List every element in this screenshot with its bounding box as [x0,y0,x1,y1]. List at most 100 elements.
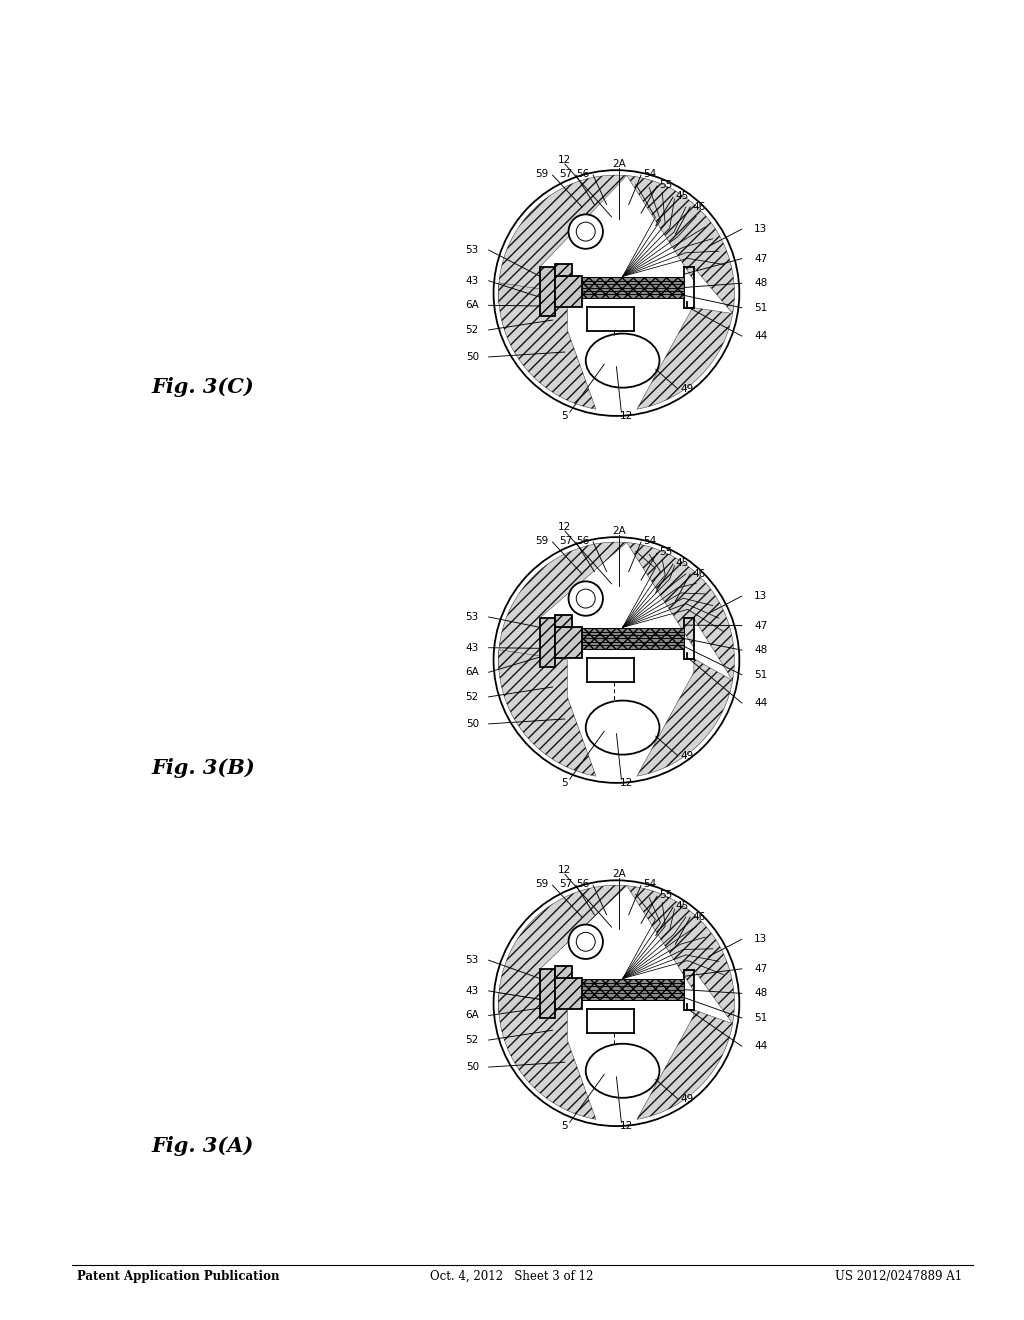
Text: 49: 49 [680,384,693,393]
Text: 52: 52 [466,1035,479,1045]
Text: 57: 57 [559,169,572,178]
Text: 56: 56 [577,879,590,888]
FancyBboxPatch shape [555,627,582,657]
Text: Fig. 3(A): Fig. 3(A) [152,1135,254,1156]
Text: 12: 12 [620,777,633,788]
Text: 54: 54 [643,536,656,545]
Text: 50: 50 [466,1063,479,1072]
Text: 46: 46 [692,569,706,579]
Text: 59: 59 [536,879,549,888]
Text: 13: 13 [754,591,767,601]
Text: 13: 13 [754,935,767,944]
Text: 5: 5 [561,1121,568,1131]
Text: Patent Application Publication: Patent Application Publication [77,1270,280,1283]
Polygon shape [627,886,734,1024]
Ellipse shape [586,1044,659,1098]
Polygon shape [637,659,732,776]
FancyBboxPatch shape [555,966,572,978]
Text: 50: 50 [466,719,479,729]
Circle shape [568,581,603,615]
Polygon shape [627,543,734,681]
Text: 13: 13 [754,224,767,234]
Polygon shape [499,176,627,304]
Text: 12: 12 [558,866,571,875]
Text: 5: 5 [561,411,568,421]
Text: 52: 52 [466,692,479,702]
Text: 47: 47 [754,620,767,631]
Polygon shape [627,176,734,314]
Text: 53: 53 [466,612,479,622]
Text: 45: 45 [676,558,689,568]
Text: 54: 54 [643,169,656,178]
Text: 43: 43 [466,276,479,285]
Text: Fig. 3(B): Fig. 3(B) [152,758,255,779]
Text: 49: 49 [680,1094,693,1104]
FancyBboxPatch shape [555,276,582,306]
Text: 45: 45 [676,191,689,201]
Text: 51: 51 [754,1012,767,1023]
FancyBboxPatch shape [555,978,582,1008]
Text: 12: 12 [620,411,633,421]
Polygon shape [499,993,596,1119]
Text: 51: 51 [754,302,767,313]
Text: 12: 12 [558,156,571,165]
Polygon shape [499,649,596,776]
Text: 53: 53 [466,246,479,255]
Text: 49: 49 [680,751,693,760]
Text: 45: 45 [676,902,689,911]
Text: 44: 44 [754,698,767,708]
Text: 2A: 2A [612,869,626,879]
Text: 6A: 6A [465,1011,479,1020]
Text: 46: 46 [692,912,706,923]
Text: 2A: 2A [612,525,626,536]
FancyBboxPatch shape [555,264,572,276]
Text: 57: 57 [559,536,572,545]
Text: 50: 50 [466,352,479,362]
Text: 46: 46 [692,202,706,213]
Polygon shape [499,543,627,671]
Text: 56: 56 [577,169,590,178]
Text: 12: 12 [558,523,571,532]
FancyBboxPatch shape [555,615,572,627]
Text: 47: 47 [754,253,767,264]
Text: 44: 44 [754,331,767,341]
Text: 43: 43 [466,643,479,652]
Text: 59: 59 [536,536,549,545]
FancyBboxPatch shape [582,277,684,298]
Text: 44: 44 [754,1041,767,1051]
Circle shape [568,214,603,248]
Text: 51: 51 [754,669,767,680]
Text: Fig. 3(C): Fig. 3(C) [152,376,254,397]
FancyBboxPatch shape [541,969,555,1018]
Ellipse shape [586,701,659,755]
Text: 48: 48 [754,989,767,998]
Polygon shape [637,305,732,409]
Text: Oct. 4, 2012   Sheet 3 of 12: Oct. 4, 2012 Sheet 3 of 12 [430,1270,594,1283]
Text: 55: 55 [659,546,673,557]
Text: 59: 59 [536,169,549,178]
Text: 2A: 2A [612,158,626,169]
Text: 12: 12 [620,1121,633,1131]
Text: 48: 48 [754,645,767,655]
Text: 47: 47 [754,964,767,974]
Polygon shape [637,1010,732,1119]
Text: 52: 52 [466,325,479,335]
Circle shape [568,924,603,958]
Text: 55: 55 [659,890,673,900]
Polygon shape [499,282,596,409]
Text: 57: 57 [559,879,572,888]
Text: 48: 48 [754,279,767,288]
Text: 53: 53 [466,956,479,965]
Text: 55: 55 [659,180,673,190]
Text: 6A: 6A [465,301,479,310]
FancyBboxPatch shape [541,267,555,315]
Ellipse shape [586,334,659,388]
Text: 5: 5 [561,777,568,788]
Text: US 2012/0247889 A1: US 2012/0247889 A1 [836,1270,963,1283]
FancyBboxPatch shape [582,628,684,649]
Polygon shape [499,886,627,1014]
Text: 54: 54 [643,879,656,888]
FancyBboxPatch shape [541,618,555,667]
Text: 56: 56 [577,536,590,545]
Text: 43: 43 [466,986,479,995]
